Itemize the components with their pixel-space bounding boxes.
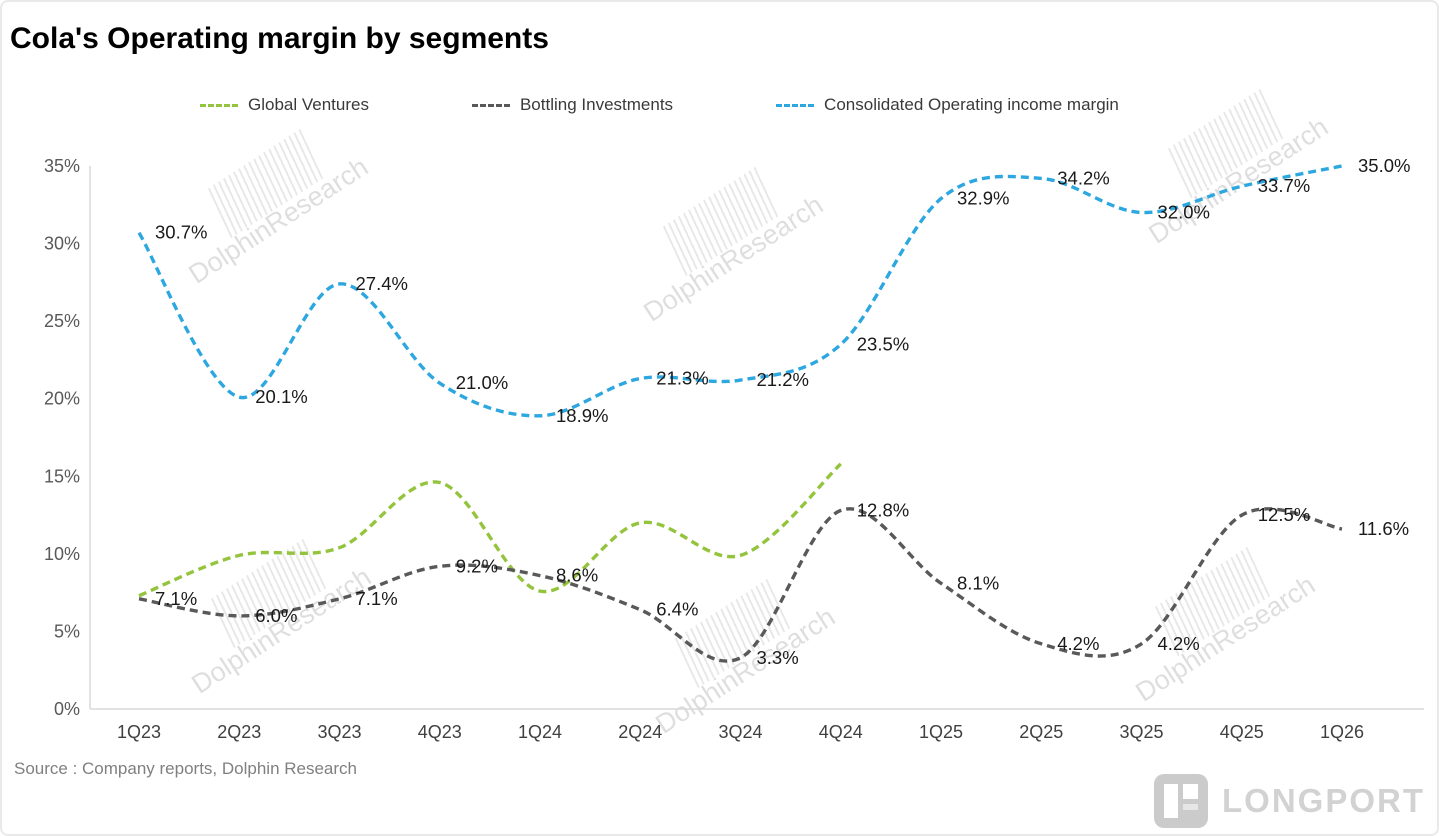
data-label: 35.0%	[1358, 155, 1410, 176]
longport-logo-text: LONGPORT	[1222, 782, 1425, 819]
data-label: 4.2%	[1158, 633, 1200, 654]
y-tick-label: 15%	[44, 466, 80, 486]
series-line-consolidated-operating-income-margin	[137, 164, 1343, 418]
x-tick-label: 1Q24	[518, 722, 562, 742]
x-tick-label: 4Q23	[418, 722, 462, 742]
data-label: 6.4%	[656, 599, 698, 620]
x-tick-label: 2Q24	[618, 722, 662, 742]
data-label: 21.0%	[456, 372, 508, 393]
y-tick-label: 35%	[44, 156, 80, 176]
legend: Global Ventures Bottling Investments Conso…	[200, 95, 1119, 115]
x-tick-label: 2Q25	[1019, 722, 1063, 742]
x-tick-label: 1Q26	[1320, 722, 1364, 742]
legend-item-bottling-investments: Bottling Investments	[471, 95, 674, 115]
x-tick-label: 3Q23	[317, 722, 361, 742]
legend-item-global-ventures: Global Ventures	[200, 95, 369, 115]
data-label: 6.0%	[255, 605, 297, 626]
data-label: 20.1%	[255, 386, 307, 407]
chart-title: Cola's Operating margin by segments	[10, 22, 549, 56]
data-label: 33.7%	[1258, 175, 1310, 196]
y-tick-label: 20%	[44, 389, 80, 409]
data-label: 12.5%	[1258, 504, 1310, 525]
data-label: 32.9%	[957, 188, 1009, 209]
y-tick-label: 25%	[44, 311, 80, 331]
legend-label: Bottling Investments	[519, 95, 674, 114]
data-label: 23.5%	[857, 333, 909, 354]
x-tick-label: 3Q25	[1119, 722, 1163, 742]
source-note: Source : Company reports, Dolphin Resear…	[14, 759, 357, 778]
data-label: 9.2%	[456, 555, 498, 576]
x-tick-label: 3Q24	[718, 722, 762, 742]
legend-swatch-icon	[776, 103, 815, 107]
y-tick-label: 10%	[44, 544, 80, 564]
data-label: 32.0%	[1158, 202, 1210, 223]
legend-label: Consolidated Operating income margin	[824, 95, 1119, 114]
data-label: 7.1%	[356, 588, 398, 609]
series-line-bottling-investments	[138, 507, 1343, 663]
legend-label: Global Ventures	[248, 95, 369, 114]
y-tick-label: 0%	[54, 699, 80, 719]
data-label: 11.6%	[1358, 518, 1409, 539]
y-tick-label: 30%	[44, 234, 80, 254]
data-label: 12.8%	[857, 499, 909, 520]
x-tick-label: 4Q24	[819, 722, 863, 742]
data-label: 8.1%	[957, 572, 999, 593]
legend-swatch-icon	[200, 103, 238, 107]
data-label: 7.1%	[155, 588, 197, 609]
x-tick-label: 1Q25	[919, 722, 963, 742]
legend-swatch-icon	[471, 103, 510, 107]
data-label: 4.2%	[1057, 633, 1099, 654]
legend-item-consolidated-operating-income-margin: Consolidated Operating income margin	[776, 95, 1119, 115]
data-label: 34.2%	[1057, 167, 1109, 188]
longport-logo-icon	[1154, 774, 1208, 828]
series-line-global-ventures	[138, 462, 842, 598]
data-label: 30.7%	[155, 222, 207, 243]
data-label: 8.6%	[556, 565, 598, 586]
longport-logo: LONGPORT	[1154, 774, 1425, 828]
data-label: 27.4%	[356, 273, 408, 294]
x-tick-label: 1Q23	[117, 722, 161, 742]
x-tick-label: 2Q23	[217, 722, 261, 742]
data-label: 21.2%	[757, 369, 809, 390]
data-label: 18.9%	[556, 405, 608, 426]
x-tick-label: 4Q25	[1220, 722, 1264, 742]
y-tick-label: 5%	[54, 621, 80, 641]
data-label: 3.3%	[757, 647, 799, 668]
data-label: 21.3%	[656, 368, 708, 389]
